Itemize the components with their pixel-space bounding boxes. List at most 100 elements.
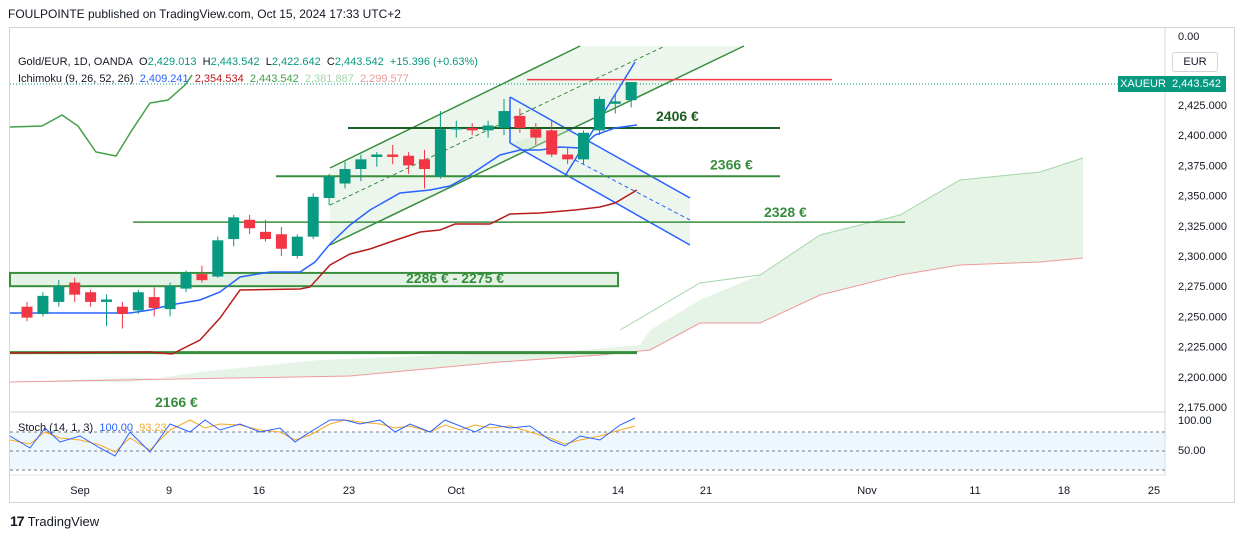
candle-body bbox=[148, 297, 160, 308]
last-price-tag: 2,443.542 bbox=[1168, 76, 1226, 92]
price-tick-label: 2,275.000 bbox=[1178, 281, 1227, 293]
time-label: Sep bbox=[70, 485, 90, 497]
zone-2286-2275 bbox=[9, 271, 619, 288]
time-label: 14 bbox=[612, 485, 624, 497]
candle-body bbox=[260, 231, 271, 240]
open-label: O bbox=[139, 56, 148, 68]
high-value: 2,443.542 bbox=[210, 56, 260, 68]
flag-lower bbox=[509, 142, 691, 246]
candle-body bbox=[434, 129, 446, 177]
candle-body bbox=[37, 295, 49, 314]
price-top-label: 0.00 bbox=[1178, 31, 1199, 43]
candle-body bbox=[228, 217, 240, 240]
time-label: 9 bbox=[166, 485, 172, 497]
candle-body bbox=[307, 196, 319, 237]
high-label: H bbox=[202, 56, 211, 68]
stoch-k-line bbox=[9, 417, 636, 457]
time-label: 25 bbox=[1148, 485, 1160, 497]
senkou-span-a bbox=[619, 157, 1084, 331]
stoch-label: Stoch (14, 1, 3) bbox=[18, 422, 94, 434]
channel-mid bbox=[329, 45, 666, 206]
ichimoku-legend: Ichimoku (9, 26, 52, 26) 2,409.241 2,354… bbox=[18, 73, 409, 85]
price-tick-label: 2,300.000 bbox=[1178, 251, 1227, 263]
price-tick-label: 2,350.000 bbox=[1178, 191, 1227, 203]
flag-upper bbox=[509, 96, 691, 199]
currency-selector[interactable]: EUR bbox=[1172, 52, 1218, 72]
kijun-value: 2,354.534 bbox=[194, 73, 244, 85]
span-a-value: 2,381.887 bbox=[304, 73, 354, 85]
candle-body bbox=[180, 272, 192, 289]
tradingview-logo-icon: 17 bbox=[10, 513, 25, 529]
ichimoku-cloud bbox=[10, 158, 1083, 382]
candle-body bbox=[419, 159, 430, 170]
kijun-sen bbox=[10, 189, 638, 355]
candle-body bbox=[275, 234, 287, 249]
time-label: 21 bbox=[700, 485, 712, 497]
stoch-legend: Stoch (14, 1, 3) 100.00 93.23 bbox=[18, 422, 167, 434]
close-value: 2,443.542 bbox=[334, 56, 384, 68]
change-value: +15.396 (+0.63%) bbox=[389, 56, 478, 68]
price-tick-label: 2,250.000 bbox=[1178, 311, 1227, 323]
stoch-tick-100: 100.00 bbox=[1178, 415, 1212, 427]
time-label: 11 bbox=[969, 485, 980, 497]
stoch-tick-50: 50.00 bbox=[1178, 445, 1206, 457]
candle-body bbox=[355, 159, 367, 170]
candle-body bbox=[371, 154, 383, 157]
level-label: 2166 € bbox=[155, 394, 198, 410]
price-tick-label: 2,200.000 bbox=[1178, 372, 1227, 384]
candle-body bbox=[482, 125, 494, 131]
candle-body bbox=[514, 115, 526, 128]
candle-body bbox=[212, 240, 224, 277]
symbol-name: Gold/EUR, 1D, OANDA bbox=[18, 56, 133, 68]
time-label: Nov bbox=[857, 485, 877, 497]
candle-body bbox=[593, 98, 605, 131]
candle-body bbox=[132, 292, 144, 311]
level-label: 2286 € - 2275 € bbox=[406, 270, 504, 286]
candle-body bbox=[609, 101, 621, 104]
footer: 17 TradingView bbox=[10, 513, 99, 529]
candle-body bbox=[196, 274, 208, 281]
time-label: 23 bbox=[343, 485, 355, 497]
publish-header: FOULPOINTE published on TradingView.com,… bbox=[8, 7, 401, 21]
price-tick-label: 2,425.000 bbox=[1178, 100, 1227, 112]
candle-body bbox=[244, 219, 256, 229]
low-value: 2,422.642 bbox=[271, 56, 321, 68]
price-tick-label: 2,400.000 bbox=[1178, 130, 1227, 142]
price-tick-label: 2,325.000 bbox=[1178, 221, 1227, 233]
stoch-d-line bbox=[9, 419, 636, 453]
time-label: Oct bbox=[447, 485, 464, 497]
candle-body bbox=[498, 111, 510, 128]
symbol-price-tag: XAUEUR bbox=[1118, 76, 1168, 92]
chart-frame bbox=[9, 27, 1235, 503]
flag-mid bbox=[574, 159, 691, 221]
close-label: C bbox=[326, 56, 335, 68]
stoch-d-value: 93.23 bbox=[139, 422, 167, 434]
level-label: 2328 € bbox=[764, 204, 807, 220]
chikou-value: 2,443.542 bbox=[249, 73, 299, 85]
level-label: 2406 € bbox=[656, 108, 699, 124]
candle-body bbox=[625, 82, 637, 101]
candle-body bbox=[450, 127, 462, 130]
candle-body bbox=[164, 286, 176, 310]
ohlc-legend: Gold/EUR, 1D, OANDA O2,429.013 H2,443.54… bbox=[18, 56, 478, 68]
candle-body bbox=[116, 306, 128, 314]
channel-upper bbox=[329, 45, 581, 169]
tenkan-value: 2,409.241 bbox=[139, 73, 189, 85]
ichimoku-label: Ichimoku (9, 26, 52, 26) bbox=[18, 73, 134, 85]
flag-fill bbox=[510, 128, 690, 245]
footer-brand: TradingView bbox=[27, 513, 100, 529]
open-value: 2,429.013 bbox=[147, 56, 197, 68]
candle-body bbox=[101, 299, 112, 302]
candle-body bbox=[530, 129, 542, 138]
price-tick-label: 2,225.000 bbox=[1178, 342, 1227, 354]
stoch-k-value: 100.00 bbox=[99, 422, 133, 434]
time-label: 18 bbox=[1058, 485, 1070, 497]
candle-body bbox=[69, 282, 81, 295]
candle-body bbox=[323, 176, 335, 199]
price-tick-label: 2,375.000 bbox=[1178, 160, 1227, 172]
candle-body bbox=[339, 169, 351, 184]
level-label: 2366 € bbox=[710, 156, 753, 172]
span-b-value: 2,299.577 bbox=[359, 73, 409, 85]
candle-body bbox=[291, 236, 303, 256]
